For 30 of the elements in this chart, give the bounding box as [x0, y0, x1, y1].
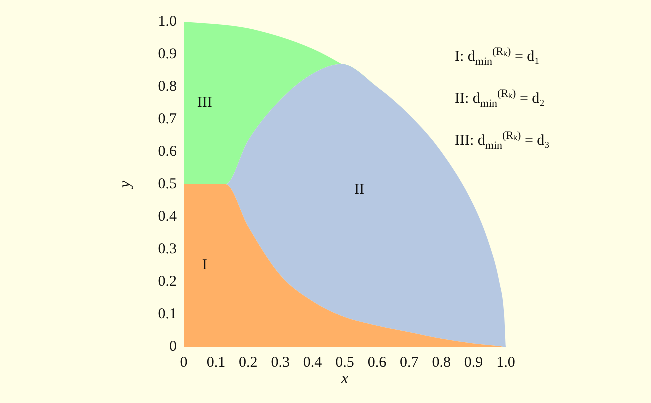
y-tick-label: 0.3: [158, 241, 177, 258]
annotation: III: d$_{min}$$^{(Rₖ)}$ = d₃: [455, 129, 550, 154]
x-tick-label: 0.4: [303, 354, 323, 371]
series-label: III: [197, 95, 212, 112]
x-tick-label: 0.8: [432, 354, 451, 371]
x-tick-label: 0.7: [400, 354, 420, 371]
y-tick-label: 0.7: [158, 111, 178, 128]
y-tick-label: 0.6: [158, 144, 178, 160]
x-tick-label: 0.5: [336, 354, 354, 371]
y-axis-title: y: [116, 180, 134, 190]
y-tick-label: 0: [170, 338, 177, 355]
y-tick-label: 0.1: [158, 306, 177, 322]
x-tick-label: 0: [180, 354, 188, 371]
x-axis-title: x: [340, 370, 349, 388]
annotation: I: d$_{min}$$^{(Rₖ)}$ = d₁: [455, 45, 541, 70]
x-tick-label: 0.6: [368, 354, 388, 371]
y-tick-label: 0.5: [158, 176, 177, 192]
series-label: II: [354, 182, 364, 198]
y-tick-label: 0.8: [158, 78, 177, 95]
x-tick-label: 0.3: [271, 354, 290, 371]
annotation: II: d$_{min}$$^{(Rₖ)}$ = d₂: [455, 87, 546, 112]
x-tick-label: 1.0: [496, 354, 516, 371]
x-tick-label: 0.9: [464, 354, 484, 371]
series-label: I: [202, 258, 208, 274]
y-tick-label: 0.9: [158, 46, 177, 62]
y-tick-label: 1.0: [158, 14, 177, 30]
y-tick-label: 0.4: [158, 208, 178, 225]
y-tick-label: 0.2: [158, 274, 177, 290]
x-tick-label: 0.2: [239, 354, 258, 371]
x-tick-label: 0.1: [206, 354, 226, 371]
